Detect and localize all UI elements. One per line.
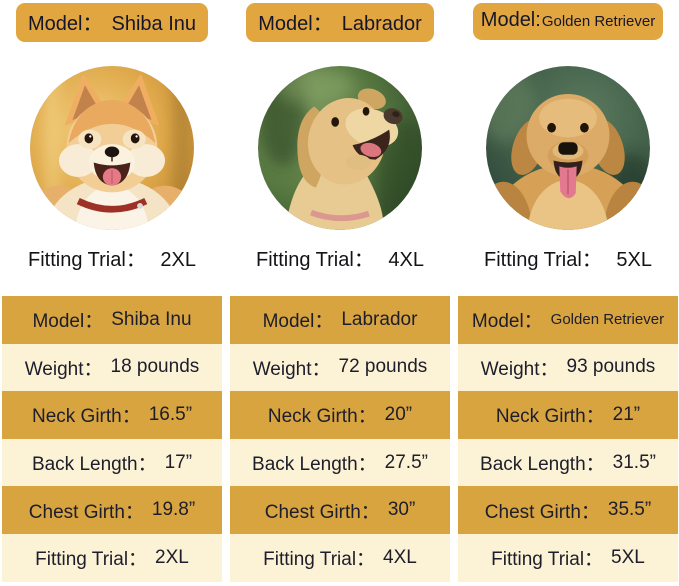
row-label: Weight： <box>24 358 103 380</box>
column-labrador: Model： Labrador <box>230 0 450 272</box>
model-badge: Model： Labrador <box>246 3 434 42</box>
row-value: 19.8” <box>151 499 196 521</box>
table-row-neck-girth: Neck Girth： 20” <box>230 391 450 439</box>
fitting-trial-line: Fitting Trial： 2XL <box>2 243 222 272</box>
golden-retriever-photo <box>486 66 650 230</box>
table-row-model: Model： Shiba Inu <box>2 296 222 344</box>
row-value: 16.5” <box>148 403 193 425</box>
row-label: Fitting Trial： <box>35 549 148 571</box>
row-value: 72 pounds <box>338 356 428 378</box>
table-row-chest-girth: Chest Girth： 35.5” <box>458 486 678 534</box>
fitting-trial-label: Fitting Trial： <box>484 249 602 271</box>
row-value: 2XL <box>155 546 189 568</box>
row-label: Fitting Trial： <box>491 549 604 571</box>
model-badge-label: Model: <box>480 9 541 31</box>
model-badge-name: Shiba Inu <box>111 13 196 35</box>
row-label: Model： <box>262 311 334 333</box>
table-row-back-length: Back Length： 31.5” <box>458 438 678 487</box>
model-photo-section: Model： Shiba Inu <box>0 0 679 272</box>
row-value: Golden Retriever <box>550 311 665 329</box>
row-label: Weight： <box>252 358 331 380</box>
fitting-trial-label: Fitting Trial： <box>256 249 374 271</box>
row-value: 4XL <box>383 546 417 568</box>
row-value: 20” <box>384 403 413 425</box>
row-value: 27.5” <box>384 451 428 473</box>
row-label: Weight： <box>480 358 559 380</box>
badge-wrap: Model： Shiba Inu <box>2 0 222 43</box>
model-badge-label: Model： <box>28 13 103 35</box>
model-badge-label: Model： <box>258 13 333 35</box>
fitting-trial-value: 5XL <box>616 249 652 271</box>
row-value: 31.5” <box>612 451 656 473</box>
row-label: Back Length： <box>480 454 605 476</box>
row-label: Neck Girth： <box>267 406 377 428</box>
row-label: Chest Girth： <box>264 501 380 523</box>
row-label: Model： <box>471 311 543 333</box>
fitting-trial-line: Fitting Trial： 5XL <box>458 243 678 272</box>
table-row-back-length: Back Length： 27.5” <box>230 438 450 487</box>
model-badge: Model： Shiba Inu <box>16 3 208 42</box>
row-value: Labrador <box>341 308 418 330</box>
badge-wrap: Model: Golden Retriever <box>458 0 678 43</box>
fitting-trial-line: Fitting Trial： 4XL <box>230 243 450 272</box>
column-shiba-inu: Model： Shiba Inu <box>2 0 222 272</box>
table-row-weight: Weight： 93 pounds <box>458 343 678 392</box>
badge-wrap: Model： Labrador <box>230 0 450 43</box>
spec-table-golden-retriever: Model： Golden Retriever Weight： 93 pounds … <box>458 296 678 582</box>
fitting-trial-value: 4XL <box>388 249 424 271</box>
spec-table-labrador: Model： Labrador Weight： 72 pounds Neck Gir… <box>230 296 450 582</box>
model-badge: Model: Golden Retriever <box>472 3 664 40</box>
table-row-neck-girth: Neck Girth： 16.5” <box>2 391 222 439</box>
row-value: 5XL <box>611 546 645 568</box>
row-value: Shiba Inu <box>111 308 192 330</box>
row-value: 93 pounds <box>566 356 656 378</box>
table-row-weight: Weight： 72 pounds <box>230 343 450 392</box>
table-row-back-length: Back Length： 17” <box>2 438 222 487</box>
row-label: Back Length： <box>252 454 377 476</box>
table-row-weight: Weight： 18 pounds <box>2 343 222 392</box>
row-label: Back Length： <box>31 454 157 476</box>
shiba-inu-photo <box>30 66 194 230</box>
table-row-chest-girth: Chest Girth： 30” <box>230 486 450 534</box>
table-row-neck-girth: Neck Girth： 21” <box>458 391 678 439</box>
model-badge-name: Golden Retriever <box>541 13 656 30</box>
row-value: 30” <box>387 499 416 521</box>
column-golden-retriever: Model: Golden Retriever <box>458 0 678 272</box>
labrador-photo <box>258 66 422 230</box>
table-row-fitting-trial: Fitting Trial： 5XL <box>458 533 678 582</box>
row-value: 21” <box>612 403 641 425</box>
row-label: Neck Girth： <box>495 406 605 428</box>
spec-table-shiba-inu: Model： Shiba Inu Weight： 18 pounds Neck Gi… <box>2 296 222 582</box>
size-spec-tables: Model： Shiba Inu Weight： 18 pounds Neck Gi… <box>0 296 679 582</box>
fitting-trial-value: 2XL <box>160 249 196 271</box>
table-row-model: Model： Labrador <box>230 296 450 344</box>
model-badge-name: Labrador <box>341 13 422 35</box>
row-value: 17” <box>164 451 193 473</box>
row-value: 18 pounds <box>110 356 200 378</box>
row-label: Chest Girth： <box>28 501 144 523</box>
table-row-fitting-trial: Fitting Trial： 4XL <box>230 533 450 582</box>
row-label: Fitting Trial： <box>263 549 376 571</box>
fitting-trial-label: Fitting Trial： <box>28 249 146 271</box>
row-label: Neck Girth： <box>31 406 141 428</box>
row-label: Chest Girth： <box>484 501 600 523</box>
table-row-fitting-trial: Fitting Trial： 2XL <box>2 533 222 582</box>
row-value: 35.5” <box>607 499 652 521</box>
table-row-chest-girth: Chest Girth： 19.8” <box>2 486 222 534</box>
row-label: Model： <box>32 311 104 333</box>
table-row-model: Model： Golden Retriever <box>458 296 678 344</box>
